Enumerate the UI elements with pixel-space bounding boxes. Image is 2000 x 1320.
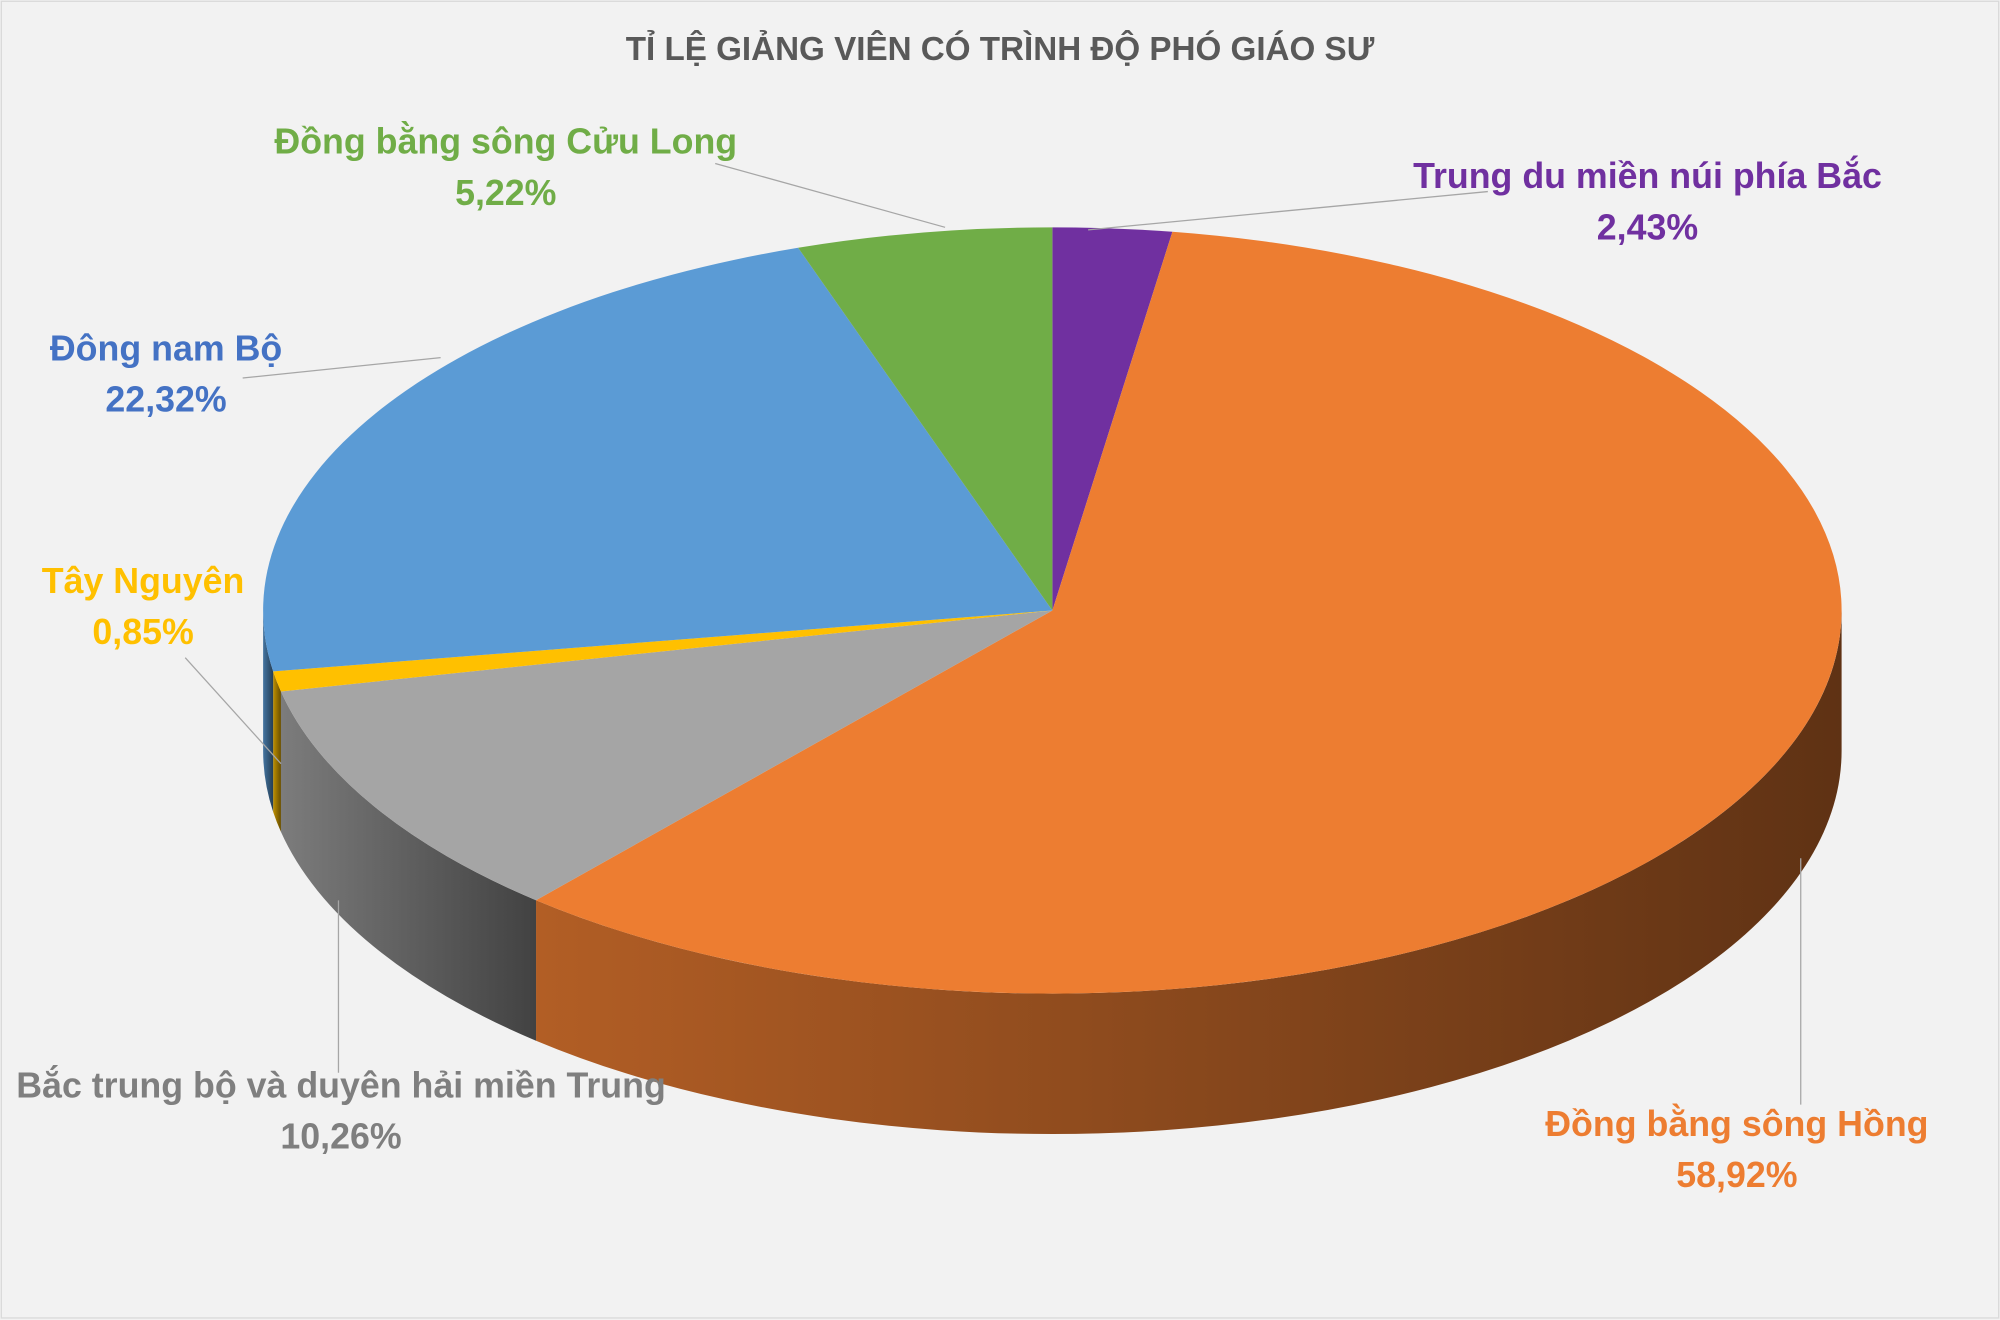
slice	[273, 610, 1053, 692]
slice-side	[536, 610, 1842, 1135]
pie	[263, 227, 1842, 1135]
leader-line	[715, 162, 946, 228]
value-label: 2,43%	[1597, 207, 1698, 247]
leader-line	[1088, 190, 1488, 231]
category-label: Bắc trung bộ và duyên hải miền Trung	[16, 1066, 666, 1106]
slice	[280, 610, 1053, 901]
labels: Trung du miền núi phía Bắc 2,43% Đồng bằng…	[16, 122, 1928, 1195]
category-label: Trung du miền núi phía Bắc	[1413, 156, 1882, 196]
slice	[798, 227, 1053, 611]
value-label: 22,32%	[105, 380, 226, 420]
slice-side	[280, 691, 537, 1041]
slice	[1052, 227, 1173, 611]
leader-line	[242, 356, 441, 379]
category-label: Đồng bằng sông Cửu Long	[274, 122, 737, 162]
slice	[536, 231, 1842, 994]
category-label: Tây Nguyên	[42, 561, 245, 601]
leader-line	[184, 657, 282, 765]
slice-side	[273, 671, 281, 832]
value-label: 10,26%	[280, 1117, 401, 1157]
slice	[263, 247, 1053, 672]
value-label: 0,85%	[92, 612, 193, 652]
category-label: Đông nam Bộ	[50, 329, 282, 369]
chart-title: TỈ LỆ GIẢNG VIÊN CÓ TRÌNH ĐỘ PHÓ GIÁO SƯ	[626, 29, 1375, 68]
value-label: 58,92%	[1676, 1155, 1797, 1195]
slice-side	[263, 610, 274, 812]
category-label: Đồng bằng sông Hồng	[1545, 1104, 1928, 1144]
value-label: 5,22%	[455, 173, 556, 213]
